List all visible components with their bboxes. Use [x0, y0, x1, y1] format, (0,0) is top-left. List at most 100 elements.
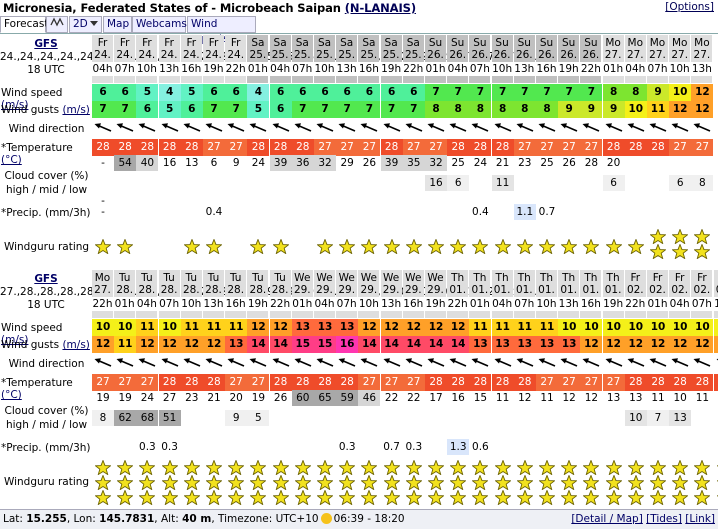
wind-speed-cell: 6 [358, 84, 381, 101]
rating-stars [447, 460, 469, 505]
temperature-cell: 28 [624, 374, 647, 391]
hour-label: 13h [336, 62, 358, 76]
day-label: Th [606, 272, 620, 284]
day-label: Fr [674, 272, 685, 284]
date-label: 02. [714, 284, 718, 296]
rating-stars [336, 460, 358, 505]
units-link[interactable]: (m/s) [1, 334, 29, 346]
temperature-cell: 28 [336, 374, 359, 391]
wind-gust-cell: 16 [336, 336, 359, 353]
detail-map-link[interactable]: [Detail / Map] [571, 513, 643, 525]
time-column-header: Tu 28. 13h [203, 270, 224, 318]
temperature-cell: 27 [513, 139, 536, 156]
wind-speed-cell: 8 [602, 84, 625, 101]
wind-speed-cell: 6 [291, 84, 314, 101]
tab-forecast[interactable]: Forecast [0, 16, 48, 33]
star-icon [383, 490, 400, 505]
day-label: We [405, 272, 422, 284]
day-label: Tu [252, 272, 264, 284]
date-label: 01. [582, 284, 600, 296]
hour-label: 13h [203, 297, 224, 311]
hour-label: 04h [92, 62, 113, 76]
cloud-mid-cell: 6 [602, 175, 625, 191]
spot-code-link[interactable]: (N-LANAIS) [344, 1, 417, 15]
wind-direction-arrow [536, 119, 558, 137]
chart-wave-icon[interactable] [46, 16, 68, 33]
time-column-header: Sa 25. 16h [358, 35, 380, 83]
precip-cell: 0.4 [205, 206, 223, 218]
wind-speed-cell: 11 [513, 319, 536, 336]
cloud-high-cell: 13 [714, 390, 718, 406]
star-icon [161, 460, 178, 475]
date-label: 29. [293, 284, 311, 296]
time-column-header: Th 01. 22h [447, 270, 469, 318]
rating-stars [625, 460, 647, 505]
model-link[interactable]: GFS [34, 38, 58, 50]
date-label: 27. [604, 49, 622, 61]
wind-speed-cell: 11 [225, 319, 248, 336]
model-info: GFS27.,28.,28.,28.,28.,28.,28.,28.,28.,2… [0, 273, 578, 313]
temperature-units-link[interactable]: (°C) [1, 154, 22, 166]
hour-label: 22h [92, 297, 113, 311]
temperature-cell: 28 [624, 139, 647, 156]
tab-map[interactable]: Map [103, 16, 132, 33]
hour-label: 10h [669, 62, 691, 76]
hour-label: 16h [225, 297, 247, 311]
star-icon [472, 460, 489, 475]
rating-stars [381, 239, 403, 254]
wind-direction-arrow [447, 354, 469, 372]
star-icon [694, 244, 711, 259]
tab-wind-reports[interactable]: Wind reports [187, 16, 256, 45]
wind-speed-cell: 13 [336, 319, 359, 336]
cloud-high-cell: 12 [562, 392, 576, 404]
rating-stars [447, 239, 469, 254]
wind-speed-cell: 7 [580, 84, 603, 101]
temperature-cell: 28 [136, 139, 159, 156]
tab-2d[interactable]: 2D [69, 16, 102, 33]
wind-gust-cell: 8 [425, 101, 447, 118]
units-link[interactable]: (m/s) [62, 104, 90, 116]
temperature-units-link[interactable]: (°C) [1, 389, 22, 401]
star-icon [494, 239, 511, 254]
hour-label: 13h [513, 62, 535, 76]
wind-gust-cell: 12 [669, 101, 692, 118]
wind-speed-cell: 10 [713, 319, 718, 336]
wind-direction-arrow [647, 354, 669, 372]
wind-direction-arrow [381, 354, 403, 372]
time-column-header: Sa 25. 04h [269, 35, 291, 83]
model-link[interactable]: GFS [34, 273, 58, 285]
hour-label: 19h [247, 297, 269, 311]
wind-gust-cell: 5 [158, 101, 181, 118]
day-label: Fr [208, 37, 219, 49]
hour-label: 13h [158, 62, 180, 76]
wind-speed-cell: 7 [447, 84, 470, 101]
date-label: 28. [271, 284, 289, 296]
wind-gust-cell: 13 [513, 336, 536, 353]
tab-webcams[interactable]: Webcams [132, 16, 187, 33]
link-link[interactable]: [Link] [685, 513, 715, 525]
wind-direction-arrow [425, 119, 447, 137]
day-label: Sa [295, 37, 309, 49]
rating-stars [247, 239, 269, 254]
date-label: 25. [338, 49, 356, 61]
rating-stars [314, 239, 336, 254]
day-label: Tu [229, 272, 242, 284]
wind-speed-cell: 11 [536, 319, 558, 336]
date-label: 28. [138, 284, 156, 296]
temperature-cell: 27 [558, 139, 581, 156]
star-icon [317, 239, 333, 254]
wind-gust-cell: 7 [203, 101, 225, 118]
units-link[interactable]: (m/s) [62, 339, 90, 351]
options-link[interactable]: [Options] [665, 1, 714, 13]
time-column-header: We 29. 19h [425, 270, 446, 318]
wind-direction-arrow [92, 354, 114, 372]
day-label: Fr [714, 270, 718, 284]
day-label: Th [473, 272, 487, 284]
tides-link[interactable]: [Tides] [646, 513, 682, 525]
wind-gust-cell: 7 [358, 101, 381, 118]
units-link[interactable]: (m/s) [1, 99, 29, 111]
temperature-cell: 28 [602, 139, 625, 156]
wind-direction-arrow [580, 119, 602, 137]
wind-direction-arrow [292, 119, 314, 137]
precip-cell: 0.7 [538, 206, 556, 218]
